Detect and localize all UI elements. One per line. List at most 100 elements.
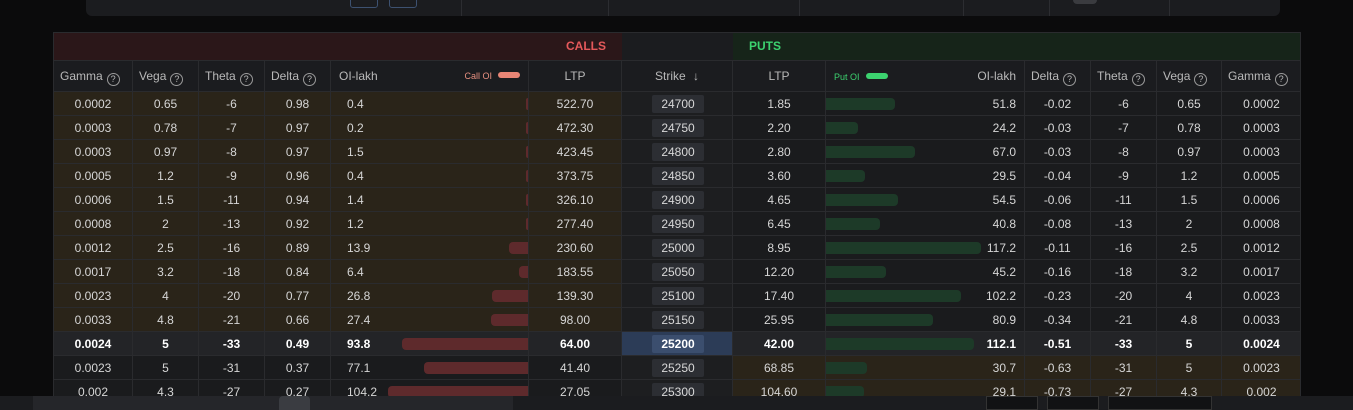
strike-value[interactable]: 24850 [652,167,704,185]
put-oi-bar [826,146,915,158]
table-row[interactable]: 0.0006 1.5 -11 0.94 1.4 326.10 24900 4.65 54.5 -0… [54,188,1300,212]
col-call-oi[interactable]: OI-lakh Call OI [331,61,529,92]
col-strike[interactable]: Strike ↓ [622,61,733,92]
put-theta-cell: -11 [1091,188,1157,212]
call-ltp-cell[interactable]: 230.60 [529,236,622,260]
strike-value[interactable]: 24950 [652,215,704,233]
bottom-search[interactable] [1108,396,1212,410]
call-ltp-cell[interactable]: 64.00 [529,332,622,356]
call-oi-cell: 0.2 [331,116,529,140]
table-row[interactable]: 0.0002 0.65 -6 0.98 0.4 522.70 24700 1.85 51.8 -0… [54,92,1300,116]
put-theta-cell: -31 [1091,356,1157,380]
help-icon[interactable]: ? [170,73,184,86]
put-theta-cell: -9 [1091,164,1157,188]
call-oi-cell: 26.8 [331,284,529,308]
toolbar-button[interactable] [389,0,417,8]
col-put-delta[interactable]: Delta? [1025,61,1091,92]
strike-value[interactable]: 25150 [652,311,704,329]
strike-value[interactable]: 25000 [652,239,704,257]
help-icon[interactable]: ? [106,73,120,86]
call-ltp-cell[interactable]: 423.45 [529,140,622,164]
help-icon[interactable]: ? [1131,73,1145,86]
put-ltp-cell[interactable]: 8.95 [733,236,826,260]
col-call-gamma[interactable]: Gamma? [54,61,133,92]
table-row[interactable]: 0.0023 5 -31 0.37 77.1 41.40 25250 68.85 30.7 -0.… [54,356,1300,380]
table-row[interactable]: 0.0024 5 -33 0.49 93.8 64.00 25200 42.00 112.1 -0… [54,332,1300,356]
strike-value[interactable]: 25100 [652,287,704,305]
call-ltp-cell[interactable]: 183.55 [529,260,622,284]
put-ltp-cell[interactable]: 6.45 [733,212,826,236]
bottom-control[interactable] [1047,396,1099,410]
put-ltp-cell[interactable]: 68.85 [733,356,826,380]
table-row[interactable]: 0.0005 1.2 -9 0.96 0.4 373.75 24850 3.60 29.5 -0.… [54,164,1300,188]
call-ltp-cell[interactable]: 277.40 [529,212,622,236]
put-ltp-cell[interactable]: 12.20 [733,260,826,284]
strike-value[interactable]: 24700 [652,95,704,113]
call-ltp-cell[interactable]: 139.30 [529,284,622,308]
col-put-vega[interactable]: Vega? [1157,61,1222,92]
call-oi-cell: 13.9 [331,236,529,260]
call-vega-cell: 0.97 [133,140,199,164]
bottom-tab[interactable] [279,396,310,410]
call-ltp-cell[interactable]: 41.40 [529,356,622,380]
call-ltp-cell[interactable]: 98.00 [529,308,622,332]
call-vega-cell: 5 [133,332,199,356]
col-call-delta[interactable]: Delta? [265,61,331,92]
col-put-gamma[interactable]: Gamma? [1222,61,1300,92]
call-ltp-cell[interactable]: 522.70 [529,92,622,116]
table-row[interactable]: 0.0012 2.5 -16 0.89 13.9 230.60 25000 8.95 117.2… [54,236,1300,260]
put-gamma-cell: 0.0017 [1222,260,1300,284]
put-oi-cell: 51.8 [826,92,1025,116]
put-ltp-cell[interactable]: 1.85 [733,92,826,116]
call-ltp-cell[interactable]: 373.75 [529,164,622,188]
col-call-ltp[interactable]: LTP [529,61,622,92]
call-theta-cell: -11 [199,188,265,212]
col-call-theta[interactable]: Theta? [199,61,265,92]
toggle-switch[interactable] [1073,0,1097,4]
call-ltp-cell[interactable]: 472.30 [529,116,622,140]
table-row[interactable]: 0.0033 4.8 -21 0.66 27.4 98.00 25150 25.95 80.9-… [54,308,1300,332]
table-row[interactable]: 0.0023 4 -20 0.77 26.8 139.30 25100 17.40 102.2-… [54,284,1300,308]
put-theta-cell: -8 [1091,140,1157,164]
strike-value[interactable]: 24750 [652,119,704,137]
put-oi-bar [826,338,975,350]
table-row[interactable]: 0.002 4.3 -27 0.27 104.2 27.05 25300 104.60 29.1… [54,380,1300,404]
strike-value[interactable]: 25050 [652,263,704,281]
table-row[interactable]: 0.0003 0.97 -8 0.97 1.5 423.45 24800 2.80 67.0 -0… [54,140,1300,164]
put-ltp-cell[interactable]: 42.00 [733,332,826,356]
put-ltp-cell[interactable]: 3.60 [733,164,826,188]
help-icon[interactable]: ? [1274,73,1288,86]
col-put-oi[interactable]: Put OI OI-lakh [826,61,1025,92]
call-oi-bar [492,290,528,302]
col-put-theta[interactable]: Theta? [1091,61,1157,92]
help-icon[interactable]: ? [1063,73,1077,86]
put-ltp-cell[interactable]: 4.65 [733,188,826,212]
col-label: Theta [205,69,236,83]
table-row[interactable]: 0.0017 3.2 -18 0.84 6.4 183.55 25050 12.20 45.2-… [54,260,1300,284]
table-row[interactable]: 0.0003 0.78 -7 0.97 0.2 472.30 24750 2.20 24.2 -0… [54,116,1300,140]
put-ltp-cell[interactable]: 17.40 [733,284,826,308]
put-oi-value: 29.1 [992,385,1016,399]
strike-value[interactable]: 24800 [652,143,704,161]
table-row[interactable]: 0.0008 2 -13 0.92 1.2 277.40 24950 6.45 40.8 -0.0… [54,212,1300,236]
put-ltp-cell[interactable]: 2.20 [733,116,826,140]
strike-value[interactable]: 25250 [652,359,704,377]
help-icon[interactable]: ? [1194,73,1208,86]
sort-down-icon[interactable]: ↓ [693,69,700,83]
call-ltp-cell[interactable]: 326.10 [529,188,622,212]
put-oi-value: 112.1 [986,337,1016,351]
put-ltp-cell[interactable]: 25.95 [733,308,826,332]
col-put-ltp[interactable]: LTP [733,61,826,92]
put-oi-bar [826,98,895,110]
help-icon[interactable]: ? [303,73,317,86]
strike-value[interactable]: 24900 [652,191,704,209]
help-icon[interactable]: ? [239,73,253,86]
toolbar-button[interactable] [350,0,378,8]
col-call-vega[interactable]: Vega? [133,61,199,92]
put-delta-cell: -0.08 [1025,212,1091,236]
call-theta-cell: -16 [199,236,265,260]
strike-value[interactable]: 25200 [652,335,704,353]
put-ltp-cell[interactable]: 2.80 [733,140,826,164]
call-vega-cell: 0.78 [133,116,199,140]
bottom-control[interactable] [986,396,1038,410]
